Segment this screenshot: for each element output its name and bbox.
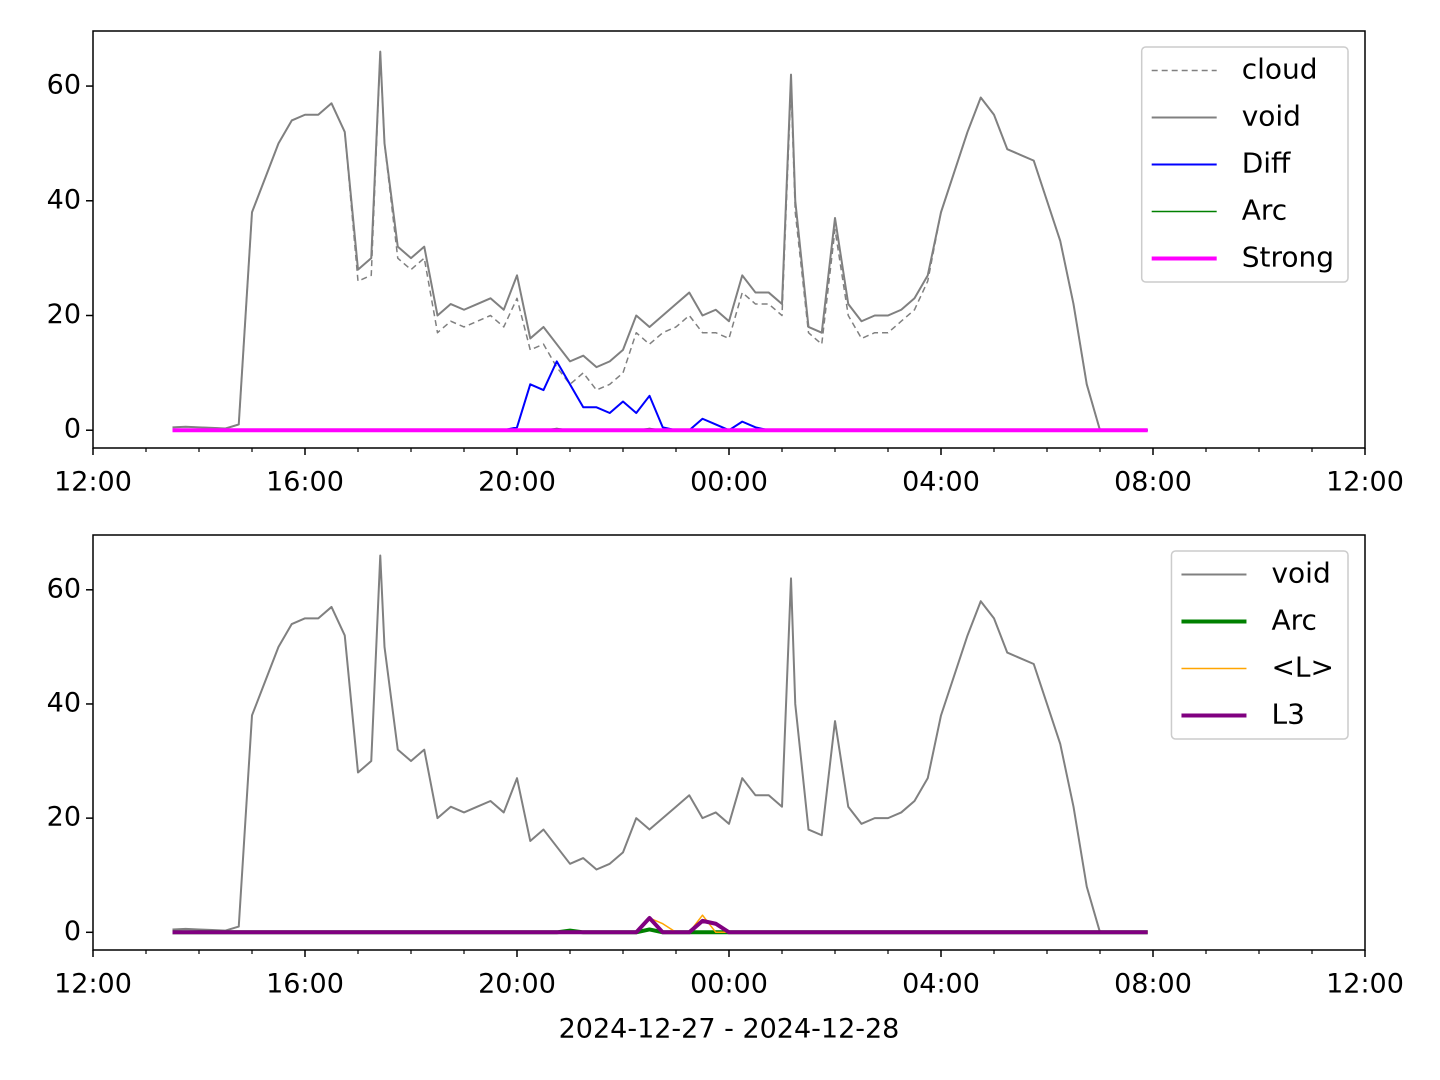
legend-label: <L> [1271,651,1334,684]
legend-label: void [1242,100,1301,133]
legend-label: Strong [1242,241,1334,274]
x-tick-label: 20:00 [478,467,556,498]
x-tick-label: 00:00 [690,467,768,498]
plot-area [93,535,1365,950]
series-line [172,50,1101,431]
x-tick-label: 12:00 [54,969,132,1000]
y-tick-label: 40 [47,687,81,718]
x-tick-label: 16:00 [266,969,344,1000]
legend-label: Arc [1271,604,1316,637]
x-tick-label: 08:00 [1114,467,1192,498]
legend-label: Arc [1242,194,1287,227]
y-tick-label: 20 [47,299,81,330]
series-line [172,554,1101,933]
y-tick-label: 0 [64,414,81,445]
x-tick-label: 12:00 [1326,969,1404,1000]
x-tick-label: 08:00 [1114,969,1192,1000]
x-tick-label: 12:00 [1326,467,1404,498]
series-group [172,554,1148,935]
legend-label: cloud [1242,53,1318,86]
series-line [172,916,1148,935]
x-tick-label: 04:00 [902,467,980,498]
legend-box [1170,550,1349,740]
legend-label: void [1271,557,1330,590]
x-axis-label: 2024-12-27 - 2024-12-28 [559,1014,900,1045]
y-tick-label: 60 [47,573,81,604]
legend: void Arc <L> L3 [1170,550,1349,740]
y-tick-label: 40 [47,184,81,215]
x-tick-label: 00:00 [690,969,768,1000]
legend-label: L3 [1271,698,1304,731]
axes-frame [92,534,1366,951]
y-tick-label: 20 [47,802,81,833]
y-tick-label: 0 [64,916,81,947]
x-tick-label: 04:00 [902,969,980,1000]
x-tick-label: 16:00 [266,467,344,498]
legend-label: Diff [1242,147,1291,180]
x-tick-label: 12:00 [54,467,132,498]
legend-box [1140,46,1349,283]
axes: 0 20 40 60 12:00 16:00 20:00 00:00 04:00 08:00 12:… [47,534,1404,1045]
axes-frame [92,30,1366,449]
series-group [172,50,1148,433]
legend: cloud void Diff Arc Strong [1140,46,1349,283]
x-tick-label: 20:00 [478,969,556,1000]
y-tick-label: 60 [47,70,81,101]
